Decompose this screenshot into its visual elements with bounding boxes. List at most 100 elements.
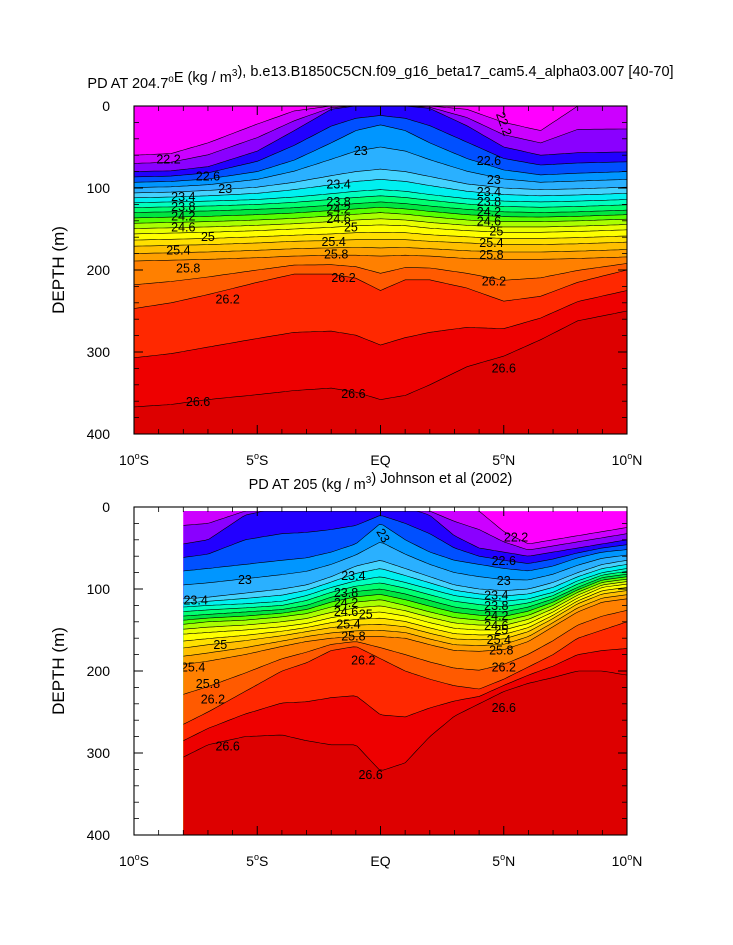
contour-label: 25.8 bbox=[341, 630, 365, 644]
x-tick-label: 5oS bbox=[246, 852, 268, 869]
x-tick-label: 10oS bbox=[119, 852, 149, 869]
contour-line-26-6 bbox=[134, 310, 627, 408]
x-tick-label: 10oN bbox=[612, 852, 643, 869]
y-tick-label: 0 bbox=[102, 98, 110, 114]
contour-line-24 bbox=[134, 195, 627, 208]
y-tick-label: 400 bbox=[87, 426, 111, 442]
contour-label: 22.2 bbox=[504, 530, 528, 544]
contour-label: 24.6 bbox=[171, 220, 195, 234]
contour-line-26 bbox=[183, 610, 628, 695]
y-tick-label: 300 bbox=[87, 344, 111, 360]
contour-label: 26.2 bbox=[331, 271, 355, 285]
contour-label: 25.4 bbox=[321, 235, 345, 249]
contour-label: 25.4 bbox=[336, 617, 360, 631]
contour-line-23-6 bbox=[183, 564, 628, 604]
contour-line-22-4 bbox=[134, 106, 627, 164]
contour-label: 23.4 bbox=[477, 185, 501, 199]
contour-line-22-4 bbox=[183, 511, 628, 550]
x-tick-label: 10oS bbox=[119, 451, 149, 468]
contour-line-25-6 bbox=[134, 247, 627, 254]
y-tick-label: 100 bbox=[87, 581, 111, 597]
contour-label: 26.2 bbox=[482, 274, 506, 288]
contour-line-24-8 bbox=[134, 218, 627, 229]
contour-label: 25.8 bbox=[196, 677, 220, 691]
contour-label: 23.4 bbox=[183, 593, 207, 607]
y-axis-label: DEPTH (m) bbox=[49, 627, 68, 715]
contour-line-22-8 bbox=[183, 515, 628, 564]
contour-line-22-2 bbox=[477, 511, 628, 544]
contour-label: 24.2 bbox=[477, 205, 501, 219]
contour-label: 23 bbox=[354, 144, 368, 158]
contour-label: 24.2 bbox=[484, 609, 508, 623]
contour-line-25-8 bbox=[134, 254, 627, 262]
contour-line-26 bbox=[134, 263, 627, 286]
contour-label: 23.8 bbox=[326, 195, 350, 209]
contour-label: 23 bbox=[238, 573, 252, 587]
contour-label: 25 bbox=[489, 224, 503, 238]
contour-label: 23.8 bbox=[484, 599, 508, 613]
contour-line-24-2 bbox=[134, 201, 627, 213]
contour-line-24-6 bbox=[134, 212, 627, 224]
contour-label: 26.6 bbox=[186, 395, 210, 409]
contour-label: 23.4 bbox=[171, 190, 195, 204]
contour-label: 23.4 bbox=[326, 178, 350, 192]
y-tick-label: 400 bbox=[87, 827, 111, 843]
density-band bbox=[183, 671, 628, 835]
y-axis-label: DEPTH (m) bbox=[49, 226, 68, 314]
contour-line-26-6 bbox=[183, 670, 628, 771]
y-tick-label: 200 bbox=[87, 663, 111, 679]
contour-line-22-2 bbox=[134, 106, 627, 156]
contour-label: 23 bbox=[218, 182, 232, 196]
contour-label: 25.8 bbox=[324, 247, 348, 261]
contour-line-23 bbox=[134, 124, 627, 183]
x-tick-label: 5oN bbox=[492, 451, 515, 468]
y-tick-label: 0 bbox=[102, 499, 110, 515]
contour-label: 25.8 bbox=[489, 644, 513, 658]
contour-line-26-2 bbox=[134, 269, 627, 309]
contour-label: 24.6 bbox=[477, 215, 501, 229]
density-field: 2323.42525.425.826.226.62323.423.824.224… bbox=[181, 511, 628, 835]
contour-line-23-8 bbox=[183, 568, 628, 608]
contour-label: 25.4 bbox=[181, 661, 205, 675]
contour-line-24-4 bbox=[183, 576, 628, 621]
contour-label: 25.8 bbox=[176, 261, 200, 275]
contour-label: 26.6 bbox=[215, 739, 239, 753]
x-tick-label: EQ bbox=[370, 853, 390, 869]
contour-label: 22.6 bbox=[492, 554, 516, 568]
contour-line-24-4 bbox=[134, 206, 627, 219]
contour-label: 25 bbox=[359, 607, 373, 621]
contour-label: 24.6 bbox=[326, 212, 350, 226]
chart-title: PD AT 205 (kg / m3) Johnson et al (2002) bbox=[249, 471, 513, 493]
contour-label: 22.2 bbox=[156, 152, 180, 166]
x-tick-label: 5oS bbox=[246, 451, 268, 468]
contour-line-24-2 bbox=[183, 573, 628, 617]
contour-label: 26.2 bbox=[201, 693, 225, 707]
contour-label: 26.2 bbox=[215, 293, 239, 307]
contour-line-23-4 bbox=[134, 168, 627, 194]
contour-label: 26.6 bbox=[492, 361, 516, 375]
contour-label: 25.4 bbox=[487, 633, 511, 647]
contour-line-25-6 bbox=[183, 594, 628, 657]
contour-label: 23.4 bbox=[341, 569, 365, 583]
contour-label: 23.8 bbox=[334, 586, 358, 600]
contour-line-26-4 bbox=[183, 648, 628, 741]
panel-model: 22.222.62323.423.824.224.62525.425.826.2… bbox=[49, 64, 674, 468]
contour-line-25 bbox=[134, 224, 627, 235]
contour-line-24-8 bbox=[183, 581, 628, 630]
contour-label: 25 bbox=[494, 623, 508, 637]
contour-line-23 bbox=[183, 524, 628, 572]
contour-line-25-4 bbox=[183, 590, 628, 649]
contour-line-25-2 bbox=[183, 587, 628, 642]
contour-line-23-6 bbox=[134, 179, 627, 199]
contour-line-25 bbox=[183, 583, 628, 635]
contour-line-26-2 bbox=[183, 621, 628, 725]
contour-label: 23 bbox=[497, 574, 511, 588]
contour-label: 26.6 bbox=[492, 701, 516, 715]
y-tick-label: 100 bbox=[87, 180, 111, 196]
contour-label: 23.8 bbox=[171, 200, 195, 214]
contour-label: 24.6 bbox=[334, 605, 358, 619]
contour-line-23-4 bbox=[183, 560, 628, 600]
x-tick-label: EQ bbox=[370, 452, 390, 468]
contour-line-22-6 bbox=[134, 106, 627, 172]
y-tick-label: 200 bbox=[87, 262, 111, 278]
